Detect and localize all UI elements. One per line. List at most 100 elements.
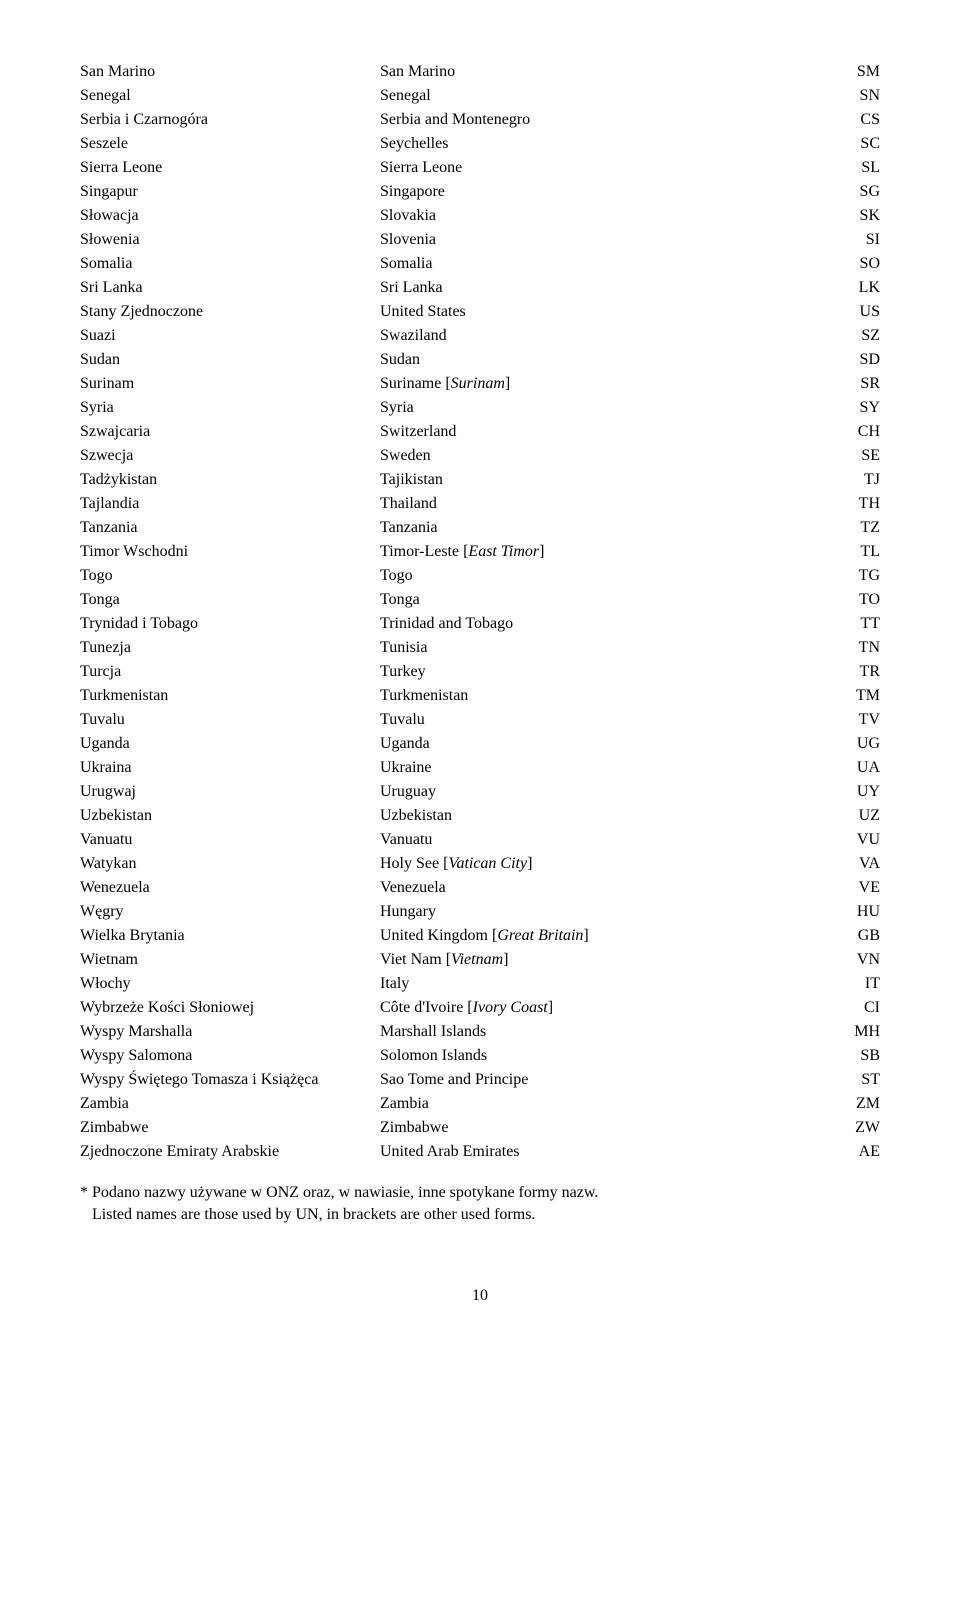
table-row: TanzaniaTanzaniaTZ — [80, 516, 880, 540]
country-code: SR — [820, 372, 880, 396]
country-name-polish: Vanuatu — [80, 828, 380, 852]
country-code: ST — [820, 1068, 880, 1092]
footnote-line-2: Listed names are those used by UN, in br… — [80, 1204, 880, 1226]
country-code: SK — [820, 204, 880, 228]
country-code: UY — [820, 780, 880, 804]
country-name-polish: Wietnam — [80, 948, 380, 972]
country-code: SL — [820, 156, 880, 180]
table-row: Sri LankaSri LankaLK — [80, 276, 880, 300]
table-row: Trynidad i TobagoTrinidad and TobagoTT — [80, 612, 880, 636]
country-name-english: Zimbabwe — [380, 1116, 820, 1140]
table-row: Wyspy MarshallaMarshall IslandsMH — [80, 1020, 880, 1044]
table-row: WenezuelaVenezuelaVE — [80, 876, 880, 900]
country-name-polish: Seszele — [80, 132, 380, 156]
country-code: TV — [820, 708, 880, 732]
country-name-english: Sierra Leone — [380, 156, 820, 180]
country-name-polish: Tadżykistan — [80, 468, 380, 492]
table-row: ZimbabweZimbabweZW — [80, 1116, 880, 1140]
country-name-english: Ukraine — [380, 756, 820, 780]
country-name-english: United Kingdom [Great Britain] — [380, 924, 820, 948]
country-code: VE — [820, 876, 880, 900]
country-code: ZW — [820, 1116, 880, 1140]
country-code: SM — [820, 60, 880, 84]
country-name-english: Italy — [380, 972, 820, 996]
country-name-english: Côte d'Ivoire [Ivory Coast] — [380, 996, 820, 1020]
country-name-english: United Arab Emirates — [380, 1140, 820, 1164]
country-name-english: Senegal — [380, 84, 820, 108]
table-row: San MarinoSan MarinoSM — [80, 60, 880, 84]
table-row: Wielka BrytaniaUnited Kingdom [Great Bri… — [80, 924, 880, 948]
table-row: SłowacjaSlovakiaSK — [80, 204, 880, 228]
country-name-polish: Słowenia — [80, 228, 380, 252]
country-code: TM — [820, 684, 880, 708]
country-name-english: Tajikistan — [380, 468, 820, 492]
country-code: IT — [820, 972, 880, 996]
country-code: TT — [820, 612, 880, 636]
country-name-polish: Szwecja — [80, 444, 380, 468]
country-code: SO — [820, 252, 880, 276]
table-row: ZambiaZambiaZM — [80, 1092, 880, 1116]
country-name-polish: Watykan — [80, 852, 380, 876]
country-name-polish: Singapur — [80, 180, 380, 204]
table-row: UzbekistanUzbekistanUZ — [80, 804, 880, 828]
country-name-polish: Somalia — [80, 252, 380, 276]
footnotes: * Podano nazwy używane w ONZ oraz, w naw… — [80, 1182, 880, 1227]
country-name-english: Slovakia — [380, 204, 820, 228]
country-name-polish: Węgry — [80, 900, 380, 924]
country-code: TL — [820, 540, 880, 564]
country-name-polish: Trynidad i Tobago — [80, 612, 380, 636]
table-row: Serbia i CzarnogóraSerbia and Montenegro… — [80, 108, 880, 132]
country-name-polish: Senegal — [80, 84, 380, 108]
country-name-polish: Szwajcaria — [80, 420, 380, 444]
country-name-polish: Urugwaj — [80, 780, 380, 804]
country-code: MH — [820, 1020, 880, 1044]
country-name-english: Marshall Islands — [380, 1020, 820, 1044]
country-name-polish: Wielka Brytania — [80, 924, 380, 948]
table-row: WatykanHoly See [Vatican City]VA — [80, 852, 880, 876]
table-row: SuaziSwazilandSZ — [80, 324, 880, 348]
country-name-polish: Sierra Leone — [80, 156, 380, 180]
country-name-english: Turkey — [380, 660, 820, 684]
country-name-english: San Marino — [380, 60, 820, 84]
country-name-polish: Sudan — [80, 348, 380, 372]
table-row: UgandaUgandaUG — [80, 732, 880, 756]
country-name-polish: Turcja — [80, 660, 380, 684]
country-name-polish: Tonga — [80, 588, 380, 612]
country-name-english: Tuvalu — [380, 708, 820, 732]
table-row: Stany ZjednoczoneUnited StatesUS — [80, 300, 880, 324]
table-row: SudanSudanSD — [80, 348, 880, 372]
country-name-english: United States — [380, 300, 820, 324]
country-name-polish: Tanzania — [80, 516, 380, 540]
country-code: SE — [820, 444, 880, 468]
country-name-polish: Wenezuela — [80, 876, 380, 900]
country-name-english: Turkmenistan — [380, 684, 820, 708]
table-row: SłoweniaSloveniaSI — [80, 228, 880, 252]
table-row: TunezjaTunisiaTN — [80, 636, 880, 660]
country-name-english: Sweden — [380, 444, 820, 468]
table-row: WłochyItalyIT — [80, 972, 880, 996]
country-code: GB — [820, 924, 880, 948]
country-code: SY — [820, 396, 880, 420]
country-name-polish: Słowacja — [80, 204, 380, 228]
table-row: Wybrzeże Kości SłoniowejCôte d'Ivoire [I… — [80, 996, 880, 1020]
country-name-english: Sudan — [380, 348, 820, 372]
table-row: Zjednoczone Emiraty ArabskieUnited Arab … — [80, 1140, 880, 1164]
country-name-english: Syria — [380, 396, 820, 420]
table-row: SomaliaSomaliaSO — [80, 252, 880, 276]
table-row: SenegalSenegalSN — [80, 84, 880, 108]
table-row: UkrainaUkraineUA — [80, 756, 880, 780]
table-row: TurkmenistanTurkmenistanTM — [80, 684, 880, 708]
country-name-english: Viet Nam [Vietnam] — [380, 948, 820, 972]
table-row: VanuatuVanuatuVU — [80, 828, 880, 852]
country-name-english: Somalia — [380, 252, 820, 276]
country-code: CS — [820, 108, 880, 132]
country-name-polish: Turkmenistan — [80, 684, 380, 708]
country-code: SB — [820, 1044, 880, 1068]
country-name-english: Singapore — [380, 180, 820, 204]
country-name-polish: Zjednoczone Emiraty Arabskie — [80, 1140, 380, 1164]
country-code: AE — [820, 1140, 880, 1164]
country-code: US — [820, 300, 880, 324]
country-code: VA — [820, 852, 880, 876]
country-name-english: Zambia — [380, 1092, 820, 1116]
table-row: TadżykistanTajikistanTJ — [80, 468, 880, 492]
